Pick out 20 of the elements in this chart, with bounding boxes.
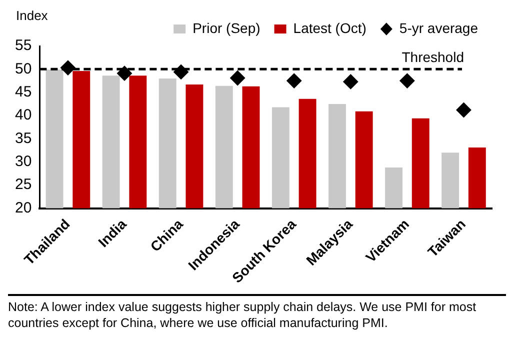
point bbox=[230, 70, 246, 86]
text: Note: A lower index value suggests higher supply chain delays. We use PMI for most countries except for China, where we use official manufacturing PMI. bbox=[8, 299, 478, 331]
legend-label: 5-yr average bbox=[399, 20, 478, 36]
legend-label: Prior (Sep) bbox=[192, 20, 260, 36]
legend-label: Latest (Oct) bbox=[293, 20, 366, 36]
point bbox=[343, 74, 358, 90]
y-tick-label: 45 bbox=[14, 84, 32, 101]
y-tick-label: 50 bbox=[14, 60, 32, 78]
y-tick-label: 40 bbox=[14, 106, 32, 124]
ref-line-label: Threshold bbox=[402, 49, 464, 66]
y-tick-label: 55 bbox=[14, 37, 32, 54]
point bbox=[116, 66, 132, 81]
point bbox=[400, 73, 415, 88]
point bbox=[456, 102, 472, 118]
y-axis-title: Index bbox=[16, 8, 48, 24]
y-tick-label: 30 bbox=[14, 153, 32, 170]
y-tick-label: 20 bbox=[14, 199, 32, 216]
y-tick-label: 35 bbox=[14, 130, 32, 147]
point bbox=[286, 73, 302, 88]
y-tick-label: 25 bbox=[14, 176, 32, 194]
